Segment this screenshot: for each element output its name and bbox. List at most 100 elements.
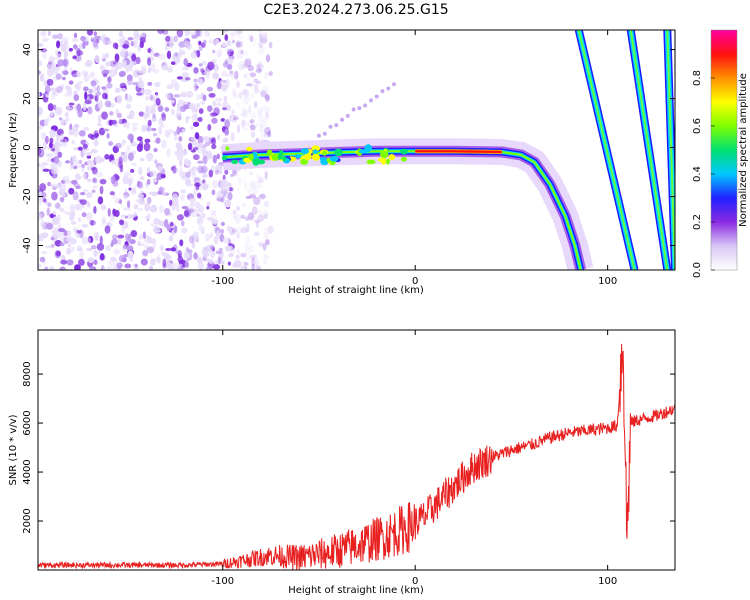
noise-blob [161,251,167,257]
noise-blob [63,119,68,124]
noise-blob [253,196,261,206]
noise-blob [162,191,167,197]
noise-blob [54,202,61,209]
noise-blob [86,159,93,166]
noise-blob [187,142,193,151]
noise-blob [178,50,183,58]
noise-blob [116,95,123,104]
noise-blob [245,257,252,261]
noise-blob [165,92,171,100]
noise-blob [180,189,186,194]
noise-blob [222,42,227,48]
noise-blob [153,147,158,153]
noise-blob [232,118,238,124]
ridge-blob [311,145,321,152]
noise-blob [196,102,201,109]
noise-blob [65,236,73,242]
noise-blob [76,233,80,238]
noise-blob [83,150,87,156]
noise-blob [221,107,228,111]
ridge-halo [221,138,594,270]
figure-title: C2E3.2024.273.06.25.G15 [263,2,448,18]
noise-blob [232,89,236,97]
noise-blob [266,131,272,138]
ridge-blob [359,149,368,154]
noise-blob [260,133,266,138]
noise-blob [245,223,250,233]
noise-blob [72,55,77,60]
noise-blob [263,213,268,220]
noise-blob [151,127,157,132]
noise-blob [51,191,58,201]
noise-blob [158,186,164,195]
noise-blob [42,198,47,203]
noise-blob [107,76,112,83]
noise-blob [46,158,52,163]
noise-blob [127,213,132,220]
noise-blob [242,179,246,183]
noise-blob [38,234,42,242]
noise-blob [170,247,177,252]
noise-blob [54,107,63,116]
noise-blob [76,229,82,234]
noise-blob [207,124,212,131]
noise-blob [197,160,204,164]
noise-blob [241,119,246,128]
noise-blob [259,243,265,249]
noise-blob [53,104,57,111]
noise-blob [173,225,178,234]
noise-blob [197,192,202,199]
noise-blob [126,200,131,209]
noise-blob [195,93,201,100]
noise-blob [71,156,77,165]
noise-blob [203,182,207,187]
noise-blob [55,49,59,56]
noise-blob [259,124,266,134]
noise-blob [42,141,48,150]
noise-blob [202,155,208,165]
noise-blob [84,40,89,46]
noise-blob [149,107,156,115]
noise-blob [236,33,244,40]
noise-blob [184,178,192,186]
noise-blob [78,130,86,137]
noise-blob [235,218,240,225]
noise-blob [215,38,220,45]
noise-blob [241,108,246,118]
noise-blob [242,112,247,118]
noise-blob [235,226,242,235]
noise-blob [135,56,141,65]
noise-blob [40,220,46,228]
noise-blob [84,61,92,68]
noise-blob [183,210,190,218]
noise-blob [220,260,225,265]
noise-blob [106,266,114,270]
noise-blob [181,72,189,79]
noise-blob [46,222,54,230]
noise-blob [96,84,101,92]
noise-blob [183,251,190,260]
noise-blob [77,258,85,266]
noise-blob [179,239,184,247]
noise-blob [38,125,44,130]
noise-blob [136,92,143,96]
noise-blob [202,146,207,154]
noise-blob [208,258,214,265]
upper-branch-blob [386,86,391,91]
noise-blob [253,264,259,269]
noise-blob [205,233,210,242]
noise-blob [115,142,122,149]
noise-blob [138,234,144,240]
noise-blob [178,136,183,142]
noise-blob [147,81,153,86]
noise-blob [50,183,56,189]
noise-blob [149,50,155,57]
noise-blob [48,142,53,149]
noise-blob [61,76,66,81]
noise-blob [46,78,54,86]
noise-blob [216,134,221,140]
noise-blob [257,115,265,124]
noise-blob [105,62,111,67]
ridge-blob [266,149,273,157]
noise-blob [100,34,107,39]
